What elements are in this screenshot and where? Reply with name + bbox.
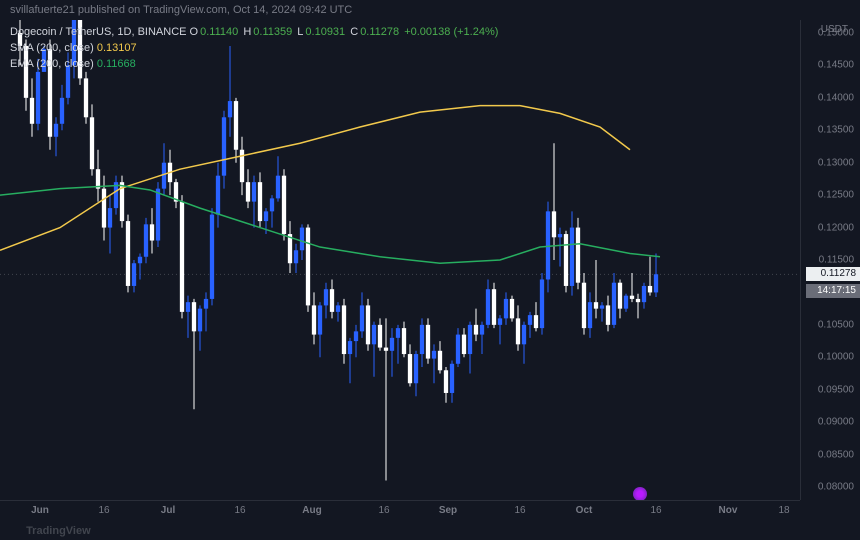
y-tick-label: 0.14000 bbox=[818, 92, 854, 103]
x-tick-label: Aug bbox=[302, 505, 321, 516]
x-tick-label: 16 bbox=[378, 505, 389, 516]
sma-indicator-name[interactable]: SMA (200, close) bbox=[10, 42, 94, 54]
x-tick-label: Nov bbox=[719, 505, 738, 516]
y-tick-label: 0.14500 bbox=[818, 60, 854, 71]
ohlc-c: 0.11278 bbox=[360, 26, 399, 38]
y-axis[interactable]: USDT 0.150000.145000.140000.135000.13000… bbox=[800, 20, 860, 500]
y-tick-label: 0.09500 bbox=[818, 384, 854, 395]
ema-value: 0.11668 bbox=[97, 58, 136, 70]
x-tick-label: Oct bbox=[576, 505, 593, 516]
x-tick-label: 16 bbox=[234, 505, 245, 516]
y-tick-label: 0.10000 bbox=[818, 352, 854, 363]
ema-indicator-name[interactable]: EMA (200, close) bbox=[10, 58, 94, 70]
y-tick-label: 0.11500 bbox=[819, 255, 854, 266]
y-tick-label: 0.12000 bbox=[818, 222, 854, 233]
candlestick-chart bbox=[0, 20, 800, 500]
y-tick-label: 0.09000 bbox=[818, 417, 854, 428]
publish-header: svillafuerte21 published on TradingView.… bbox=[0, 0, 860, 20]
current-price-tag: 0.11278 bbox=[806, 267, 860, 281]
x-axis[interactable]: Jun 16 Jul 16 Aug 16 Sep 16 Oct 16 Nov 18 bbox=[0, 500, 800, 524]
y-tick-label: 0.13500 bbox=[818, 125, 854, 136]
ohlc-l: 0.10931 bbox=[305, 26, 345, 38]
x-tick-label: 16 bbox=[514, 505, 525, 516]
ohlc-o: 0.11140 bbox=[200, 26, 238, 38]
y-tick-label: 0.15000 bbox=[818, 27, 854, 38]
x-tick-label: Sep bbox=[439, 505, 457, 516]
alert-icon[interactable] bbox=[633, 487, 647, 501]
y-tick-label: 0.13000 bbox=[818, 157, 854, 168]
ohlc-change: +0.00138 (+1.24%) bbox=[404, 26, 498, 38]
symbol-label[interactable]: Dogecoin / TetherUS, 1D, BINANCE bbox=[10, 26, 186, 38]
y-tick-label: 0.12500 bbox=[818, 190, 854, 201]
chart-legend: Dogecoin / TetherUS, 1D, BINANCE O0.1114… bbox=[10, 24, 500, 72]
y-tick-label: 0.08000 bbox=[818, 482, 854, 493]
x-tick-label: 18 bbox=[778, 505, 789, 516]
x-tick-label: 16 bbox=[650, 505, 661, 516]
countdown-tag: 14:17:15 bbox=[806, 284, 860, 298]
ohlc-readout: O0.11140 H0.11359 L0.10931 C0.11278 +0.0… bbox=[190, 26, 501, 38]
x-tick-label: Jul bbox=[161, 505, 175, 516]
chart-area[interactable] bbox=[0, 20, 800, 500]
sma-value: 0.13107 bbox=[97, 42, 137, 54]
x-tick-label: 16 bbox=[98, 505, 109, 516]
y-tick-label: 0.08500 bbox=[818, 449, 854, 460]
tradingview-watermark: TradingView bbox=[8, 524, 91, 537]
y-tick-label: 0.10500 bbox=[818, 319, 854, 330]
x-tick-label: Jun bbox=[31, 505, 49, 516]
ohlc-h: 0.11359 bbox=[253, 26, 292, 38]
